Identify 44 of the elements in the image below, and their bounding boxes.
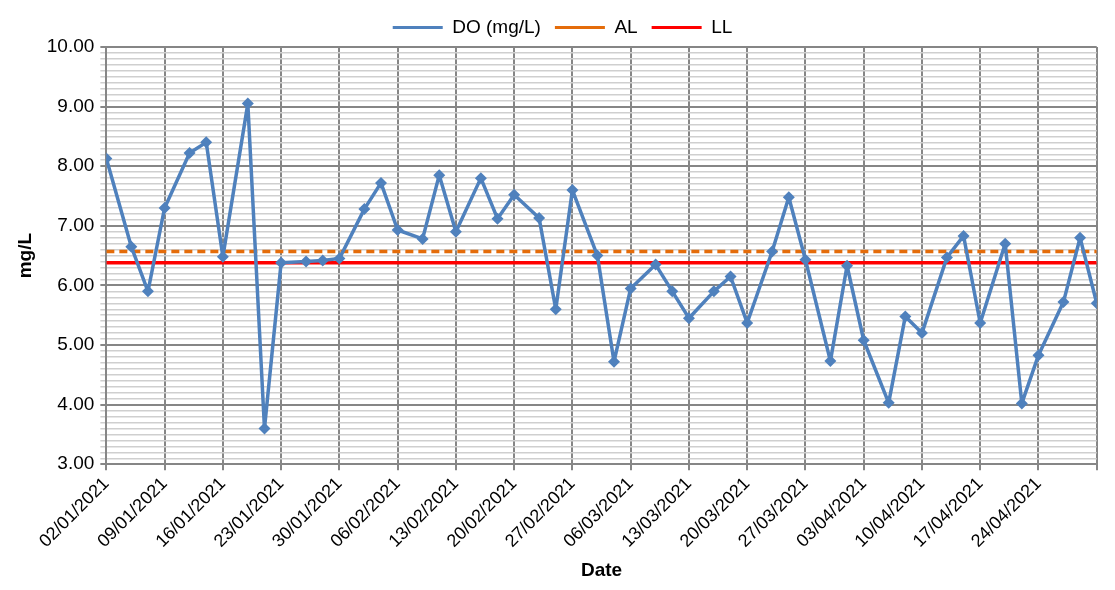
legend-label: DO (mg/L)	[452, 15, 541, 37]
point	[666, 285, 679, 298]
point	[158, 201, 171, 214]
point	[724, 270, 737, 283]
y-tick-label: 5.00	[57, 333, 95, 355]
point	[1057, 296, 1070, 309]
point	[857, 334, 870, 347]
point	[624, 282, 637, 295]
legend-label: LL	[711, 15, 733, 37]
point	[682, 312, 695, 325]
point	[491, 212, 504, 225]
point	[649, 258, 662, 271]
y-tick-label: 9.00	[57, 94, 95, 116]
point	[183, 147, 196, 160]
y-tick-label: 7.00	[57, 214, 95, 236]
point	[200, 136, 213, 149]
point	[391, 223, 404, 236]
point	[591, 249, 604, 262]
y-tick-label: 8.00	[57, 154, 95, 176]
y-tick-label: 4.00	[57, 392, 95, 414]
y-tick-label: 10.00	[46, 35, 95, 57]
point	[741, 316, 754, 329]
point	[449, 225, 462, 238]
point	[533, 212, 546, 225]
point	[799, 253, 812, 266]
point	[125, 240, 138, 253]
point	[707, 285, 720, 298]
legend-label: AL	[614, 15, 638, 37]
point	[374, 176, 387, 189]
point	[358, 203, 371, 216]
point	[915, 327, 928, 340]
point	[899, 310, 912, 323]
point	[333, 252, 346, 265]
y-tick-label: 3.00	[57, 452, 95, 474]
point	[766, 245, 779, 258]
point	[508, 188, 521, 201]
point	[940, 251, 953, 264]
point	[416, 232, 429, 245]
y-tick-label: 6.00	[57, 273, 95, 295]
point	[957, 229, 970, 242]
point	[474, 172, 487, 185]
y-axis-title: mg/L	[13, 232, 35, 279]
point	[1032, 349, 1045, 362]
x-axis-title: Date	[580, 558, 623, 580]
